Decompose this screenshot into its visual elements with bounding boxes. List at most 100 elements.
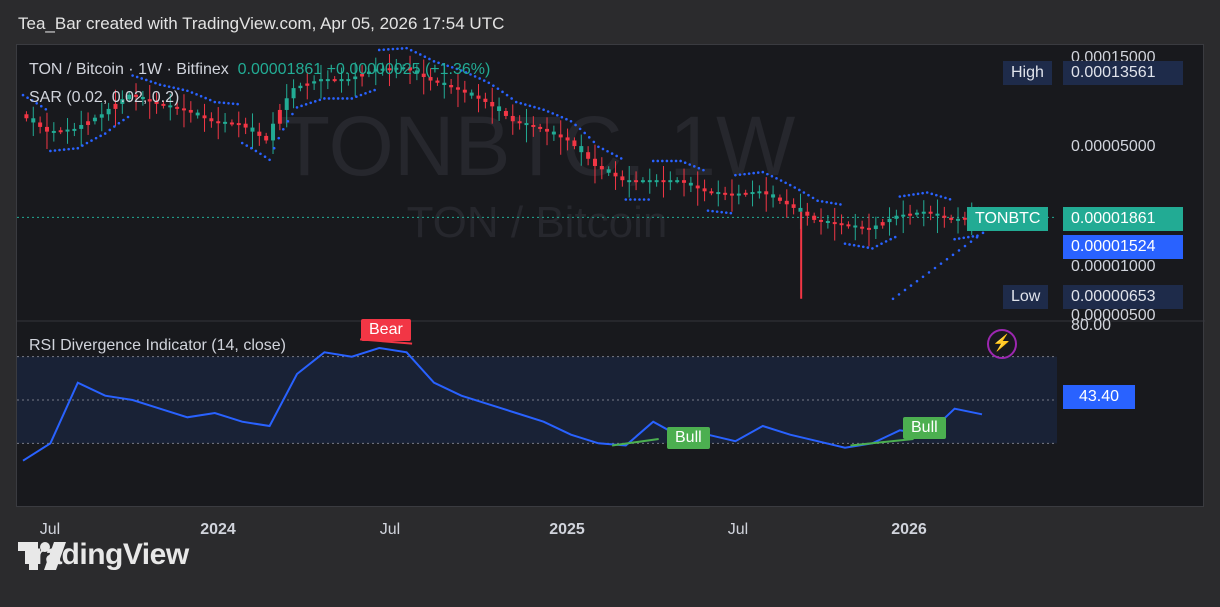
sar-dot [693, 165, 696, 168]
footer-logo[interactable]: TradingView [18, 538, 189, 572]
candle-body [935, 213, 940, 216]
candle-body [462, 89, 467, 93]
candle-body [914, 212, 919, 215]
sar-dot [350, 97, 354, 100]
sar-dot [811, 196, 815, 200]
bear-divergence-label: Bear [361, 319, 411, 341]
candle-body [572, 140, 577, 147]
candle-body [777, 197, 782, 201]
sar-dot [747, 172, 751, 175]
sar-dot [642, 198, 646, 201]
symbol-legend[interactable]: TON / Bitcoin · 1W · Bitfinex 0.00001861… [29, 61, 490, 79]
sar-dot [195, 93, 198, 96]
sar-dot [67, 147, 70, 151]
candle-body [812, 215, 817, 220]
candle-body [120, 99, 125, 104]
sar-dot [373, 88, 376, 92]
candle-body [675, 180, 680, 183]
candle-body [771, 194, 776, 198]
candle-body [305, 83, 310, 86]
sar-dot [891, 297, 895, 301]
candle-body [839, 223, 844, 226]
sar-legend[interactable]: SAR (0.02, 0.02, 0.2) [29, 89, 180, 106]
sar-dot [204, 96, 207, 100]
candle-body [887, 218, 892, 223]
sar-dot [816, 199, 819, 203]
candle-body [490, 101, 495, 107]
bull-divergence-line-1 [611, 438, 659, 447]
sar-dot [945, 257, 949, 261]
candle-body [195, 112, 200, 116]
sar-dot [633, 198, 637, 201]
candle-body [956, 218, 961, 221]
sar-dot [423, 55, 427, 58]
candle-body [51, 130, 56, 133]
rsi-legend[interactable]: RSI Divergence Indicator (14, close) [29, 337, 286, 354]
sar-dot [647, 198, 650, 201]
sar-dot [715, 210, 719, 213]
watermark-ticker: TONBTC, 1W [279, 99, 795, 193]
sar-dot [30, 99, 34, 102]
candle-body [223, 121, 228, 124]
sar-dot [738, 173, 742, 176]
sar-dot [893, 235, 897, 239]
sar-dot [510, 97, 513, 100]
sar-dot [135, 75, 139, 79]
candle-body [236, 123, 241, 126]
candle-body [860, 226, 865, 229]
candle-body [805, 211, 810, 216]
candle-body [894, 215, 899, 219]
candle-body [428, 77, 433, 81]
candle-body [442, 82, 447, 85]
sar-dot [149, 80, 153, 83]
sar-dot [925, 191, 929, 194]
sar-dot [190, 91, 194, 94]
candle-body [729, 193, 734, 196]
sar-dot [592, 140, 596, 144]
candle-body [250, 127, 255, 132]
sar-dot [446, 64, 450, 68]
sar-dot [131, 74, 134, 77]
candle-body [668, 180, 673, 183]
sar-dot [798, 188, 801, 192]
candle-body [298, 85, 303, 89]
sar-dot [259, 152, 262, 156]
sar-dot [556, 113, 559, 117]
candle-body [510, 115, 515, 122]
sar-dot [825, 200, 829, 204]
candle-body [524, 123, 529, 126]
chart-frame[interactable]: TONBTC, 1W TON / Bitcoin TON / Bitcoin · … [16, 44, 1205, 538]
sar-dot [912, 193, 915, 196]
sar-dot [866, 246, 870, 249]
candle-body [606, 169, 611, 173]
candle-body [380, 68, 385, 71]
candle-body [750, 192, 755, 195]
sar-dot [496, 87, 500, 90]
sar-dot [930, 192, 934, 196]
sar-dot [948, 197, 952, 201]
candle-body [24, 114, 29, 119]
candle-body [709, 191, 714, 194]
bull-divergence-label-1: Bull [667, 427, 710, 449]
candle-body [634, 180, 639, 183]
sar-dot [565, 117, 568, 121]
chart-canvas[interactable]: TONBTC, 1W TON / Bitcoin [17, 45, 1205, 508]
sar-dot [450, 66, 454, 69]
sar-dot [231, 102, 235, 105]
sar-dot [377, 48, 381, 52]
candle-body [695, 185, 700, 189]
sar-dot [263, 155, 267, 159]
sar-dot [432, 60, 436, 63]
sar-dot [300, 104, 303, 108]
sar-dot [382, 48, 386, 51]
candle-body [257, 131, 262, 136]
sar-dot [473, 75, 477, 78]
candle-body [188, 109, 193, 113]
lightning-icon[interactable]: ⚡ [987, 329, 1017, 359]
sar-dot [793, 186, 797, 189]
candle-body [640, 180, 645, 183]
price-tick-5k: 0.00000500 [1071, 307, 1156, 324]
candle-body [387, 68, 392, 71]
caption: Tea_Bar created with TradingView.com, Ap… [18, 14, 505, 33]
sar-dot [971, 235, 975, 238]
